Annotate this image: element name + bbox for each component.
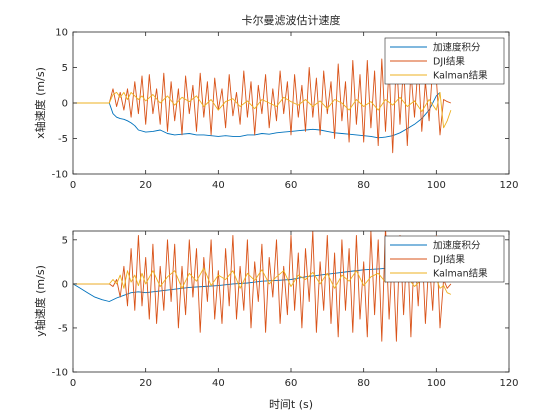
x-velocity-ytick-label: 5 [62, 63, 68, 74]
y-velocity-xtick-label: 20 [139, 378, 152, 389]
x-velocity-legend-label: 加速度积分 [433, 42, 481, 54]
x-velocity-legend-label: DJI结果 [433, 56, 465, 68]
y-velocity-ytick-label: -10 [52, 368, 68, 379]
x-velocity-xtick-label: 100 [427, 180, 446, 191]
y-velocity-xtick-label: 80 [357, 378, 370, 389]
x-velocity-series-group [73, 56, 452, 154]
x-velocity-series-line-0 [73, 92, 441, 139]
y-velocity-xtick-label: 0 [70, 378, 76, 389]
x-velocity-legend-label: Kalman结果 [433, 70, 488, 82]
x-velocity-ytick-label: 10 [55, 28, 68, 39]
y-velocity-ylabel: y轴速度 (m/s) [33, 265, 47, 337]
y-velocity-legend-label: DJI结果 [433, 254, 465, 266]
x-velocity-series-line-1 [73, 56, 452, 154]
x-velocity-legend: 加速度积分 DJI结果 Kalman结果 [384, 37, 505, 85]
x-velocity-ytick-label: -5 [58, 134, 68, 145]
x-velocity-yticks: -10 -5 0 5 10 [52, 28, 509, 181]
x-velocity-xtick-label: 120 [499, 180, 518, 191]
y-velocity-xtick-label: 60 [285, 378, 298, 389]
y-velocity-xtick-label: 40 [212, 378, 225, 389]
y-velocity-ytick-label: 0 [62, 279, 68, 290]
y-velocity-legend-label: 加速度积分 [433, 240, 481, 252]
y-velocity-ytick-label: -5 [58, 323, 68, 334]
x-velocity-legend-box [384, 37, 505, 85]
chart-title: 卡尔曼滤波估计速度 [242, 13, 341, 27]
x-velocity-xtick-label: 80 [357, 180, 370, 191]
x-velocity-ytick-label: -10 [52, 170, 68, 181]
x-velocity-xtick-label: 0 [70, 180, 76, 191]
y-velocity-legend: 加速度积分 DJI结果 Kalman结果 [384, 235, 505, 283]
x-velocity-ylabel: x轴速度 (m/s) [33, 67, 47, 139]
y-velocity-xticks: 0 20 40 60 80 100 120 [70, 231, 519, 389]
x-velocity-subplot: 卡尔曼滤波估计速度 0 20 40 60 80 100 120 -10 -5 0 5 10 x轴速度… [33, 13, 519, 191]
y-velocity-ytick-label: 5 [62, 235, 68, 246]
x-velocity-xtick-label: 40 [212, 180, 225, 191]
y-velocity-subplot: 0 20 40 60 80 100 120 -10 -5 0 5 y轴速度 (m/s) 时间t (… [33, 230, 519, 411]
y-velocity-xtick-label: 120 [499, 378, 518, 389]
x-velocity-xtick-label: 20 [139, 180, 152, 191]
x-velocity-series-line-2 [73, 91, 452, 129]
x-velocity-xticks: 0 20 40 60 80 100 120 [70, 32, 519, 191]
y-velocity-xtick-label: 100 [427, 378, 446, 389]
x-velocity-ytick-label: 0 [62, 99, 68, 110]
y-velocity-yticks: -10 -5 0 5 [52, 235, 509, 379]
time-xlabel: 时间t (s) [269, 398, 313, 411]
x-velocity-xtick-label: 60 [285, 180, 298, 191]
y-velocity-series-line-0 [73, 265, 440, 302]
y-velocity-legend-label: Kalman结果 [433, 268, 488, 280]
